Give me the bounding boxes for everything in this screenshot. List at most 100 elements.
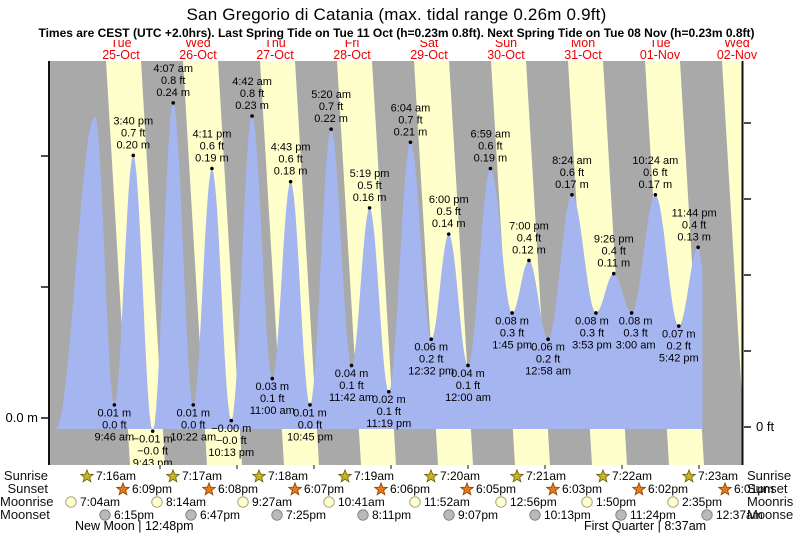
sunset-entry: 6:02pm (632, 482, 688, 496)
low-tide-dot (308, 403, 312, 407)
high-tide-dot (210, 166, 214, 171)
tide-chart: 0.01 m0.0 ft9:46 am3:40 pm0.7 ft0.20 m−0… (5, 40, 774, 470)
high-tide-dot (653, 192, 658, 197)
moonrise-time: 7:04am (80, 494, 121, 509)
moonset-entry: 9:07pm (442, 508, 498, 522)
day-label-date: 30-Oct (487, 48, 525, 62)
moonset-entry: 10:13pm (528, 508, 591, 522)
high-tide-label-line: 0.8 ft (240, 88, 264, 100)
low-tide-label-line: 10:45 pm (287, 431, 333, 443)
low-tide-label-line: 0.08 m (495, 315, 529, 327)
low-tide-label-line: −0.01 m (133, 434, 173, 446)
low-tide-dot (349, 363, 354, 368)
high-tide-label-line: 7:00 pm (509, 220, 549, 232)
low-tide-label-line: −0.0 ft (137, 446, 168, 458)
low-tide-dot (546, 337, 550, 342)
sunset-time: 6:02pm (648, 481, 689, 496)
day-label-weekday: Sat (420, 40, 439, 50)
low-tide-label-line: 11:00 am (250, 405, 295, 417)
sunset-entry: 6:08pm (202, 482, 258, 496)
moonrise-entry: 11:52am (408, 495, 470, 509)
low-tide-label-line: 9:43 pm (133, 458, 173, 470)
high-tide-label-line: 0.6 ft (643, 167, 667, 179)
sunrise-star (424, 469, 438, 483)
low-tide-dot (676, 324, 681, 328)
sunrise-star (682, 469, 696, 483)
high-tide-label-line: 4:11 pm (192, 129, 231, 141)
low-tide-label-line: 0.01 m (293, 407, 327, 419)
row-label-left: Moonrise (0, 494, 54, 509)
moonset-time: 12:37am (716, 507, 763, 522)
low-tide-label-line: 0.03 m (255, 381, 289, 393)
moonrise-circle (667, 496, 679, 508)
low-tide-dot (466, 363, 470, 368)
moonset-entry: 6:15pm (98, 508, 154, 522)
moonset-time: 6:47pm (200, 507, 241, 522)
high-tide-label-line: 0.22 m (314, 113, 348, 125)
low-tide-label-line: 1:45 pm (492, 339, 532, 351)
low-tide-label-line: 0.01 m (98, 407, 132, 419)
sunset-entry: 6:05pm (460, 482, 516, 496)
moonrise-circle (323, 496, 335, 508)
low-tide-label-line: −0.0 ft (216, 435, 247, 447)
low-tide-label-line: 0.01 m (176, 407, 210, 419)
moonset-entry: 7:25pm (270, 508, 326, 522)
day-label-date: 02-Nov (717, 48, 758, 62)
sunrise-time: 7:18am (268, 468, 309, 483)
high-tide-label-line: 0.4 ft (682, 219, 706, 231)
high-tide-label-line: 4:43 pm (271, 142, 311, 154)
low-tide-label-line: 5:42 pm (659, 353, 699, 365)
high-tide-label-line: 11:44 pm (672, 207, 717, 219)
low-tide-label-line: 3:53 pm (572, 339, 612, 351)
high-tide-dot (570, 192, 574, 197)
moonrise-entry: 7:04am (64, 495, 120, 509)
moon-phase-name: First Quarter (584, 519, 655, 533)
moonrise-entry: 8:14am (150, 495, 206, 509)
day-label-date: 27-Oct (256, 48, 294, 62)
low-tide-label-line: 0.0 ft (181, 419, 205, 431)
high-tide-label-line: 3:40 pm (113, 115, 153, 127)
moonset-circle (529, 509, 541, 521)
sunset-star (460, 482, 474, 496)
sunset-entry: 6:06pm (374, 482, 430, 496)
sunrise-entry: 7:19am (338, 469, 394, 483)
day-label-date: 28-Oct (333, 48, 371, 62)
moonrise-time: 8:14am (166, 494, 207, 509)
day-label-date: 29-Oct (410, 48, 448, 62)
low-tide-dot (270, 376, 275, 381)
low-tide-label-line: 0.3 ft (580, 327, 604, 339)
day-label-weekday: Wed (185, 40, 211, 50)
moonrise-circle (409, 496, 421, 508)
moonset-circle (271, 509, 283, 521)
sunset-time: 6:08pm (218, 481, 259, 496)
sunrise-entry: 7:23am (682, 469, 738, 483)
low-tide-dot (112, 403, 117, 407)
spring-tide-subtitle: Times are CEST (UTC +2.0hrs). Last Sprin… (38, 26, 755, 40)
moonset-entry: 6:47pm (184, 508, 240, 522)
high-tide-label-line: 6:04 am (391, 102, 431, 114)
sunset-star (116, 482, 130, 496)
low-tide-label-line: 11:42 am (329, 392, 374, 404)
sunset-time: 6:06pm (390, 481, 431, 496)
low-tide-label-line: 9:46 am (94, 431, 134, 443)
moonrise-time: 1:50pm (596, 494, 637, 509)
low-tide-label-line: 0.06 m (531, 342, 565, 354)
high-tide-dot (488, 166, 493, 171)
sunset-entry: 6:07pm (288, 482, 344, 496)
low-tide-label-line: −0.00 m (211, 423, 251, 435)
day-label-weekday: Thu (264, 40, 286, 50)
tide-water-area (56, 102, 703, 432)
high-tide-label-line: 0.7 ft (319, 101, 343, 113)
sunset-star (632, 482, 646, 496)
high-tide-label-line: 0.7 ft (121, 127, 145, 139)
low-tide-label-line: 0.3 ft (623, 327, 647, 339)
left-axis-zero-label: 0.0 m (5, 410, 38, 425)
day-label-weekday: Fri (345, 40, 360, 50)
moonrise-time: 11:52am (424, 494, 470, 509)
moonset-time: 11:24pm (630, 507, 676, 522)
high-tide-label-line: 0.20 m (116, 139, 150, 151)
high-tide-label-line: 5:19 pm (350, 168, 390, 180)
low-tide-label-line: 0.1 ft (260, 393, 284, 405)
low-tide-label-line: 0.07 m (662, 329, 696, 341)
sunrise-star (166, 469, 180, 483)
